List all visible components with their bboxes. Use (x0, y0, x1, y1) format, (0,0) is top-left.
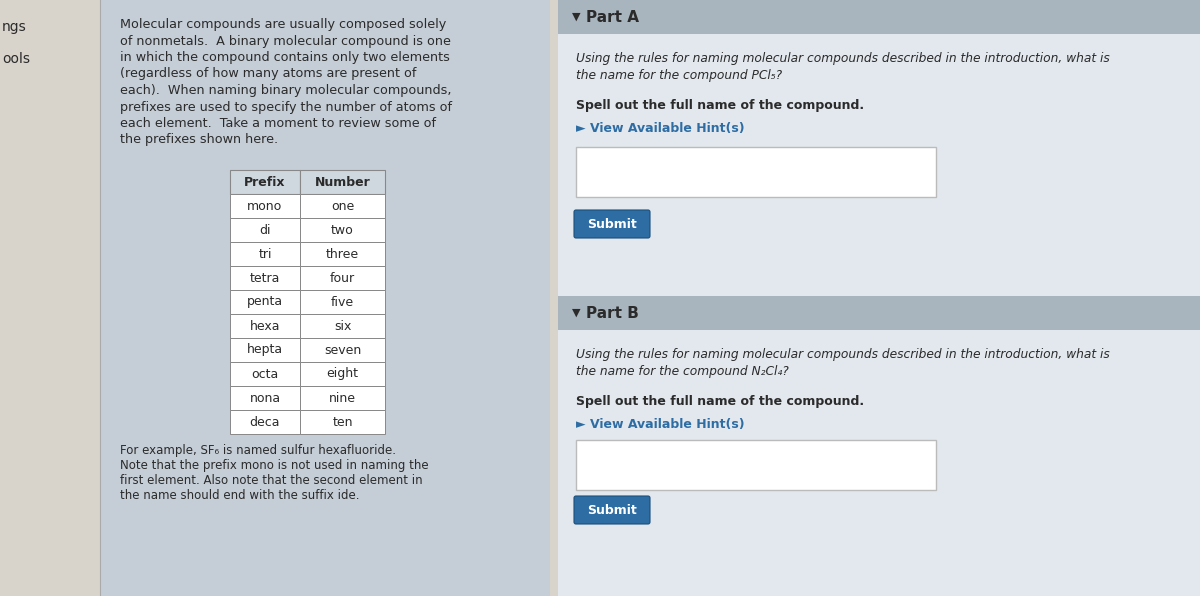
Text: Submit: Submit (587, 218, 637, 231)
Text: nine: nine (329, 392, 356, 405)
FancyBboxPatch shape (576, 440, 936, 490)
FancyBboxPatch shape (230, 410, 300, 434)
Text: ► View Available Hint(s): ► View Available Hint(s) (576, 122, 745, 135)
Text: three: three (326, 247, 359, 260)
Text: five: five (331, 296, 354, 309)
FancyBboxPatch shape (0, 0, 100, 596)
Text: Note that the prefix mono is not used in naming the: Note that the prefix mono is not used in… (120, 459, 428, 472)
Text: (regardless of how many atoms are present of: (regardless of how many atoms are presen… (120, 67, 416, 80)
Text: For example, SF₆ is named sulfur hexafluoride.: For example, SF₆ is named sulfur hexaflu… (120, 444, 396, 457)
FancyBboxPatch shape (558, 0, 1200, 596)
Text: prefixes are used to specify the number of atoms of: prefixes are used to specify the number … (120, 101, 452, 113)
Text: the prefixes shown here.: the prefixes shown here. (120, 134, 278, 147)
FancyBboxPatch shape (576, 147, 936, 197)
Text: tri: tri (258, 247, 271, 260)
Text: eight: eight (326, 368, 359, 380)
FancyBboxPatch shape (300, 242, 385, 266)
FancyBboxPatch shape (558, 296, 1200, 330)
FancyBboxPatch shape (230, 266, 300, 290)
FancyBboxPatch shape (574, 210, 650, 238)
Text: each).  When naming binary molecular compounds,: each). When naming binary molecular comp… (120, 84, 451, 97)
Text: Using the rules for naming molecular compounds described in the introduction, wh: Using the rules for naming molecular com… (576, 52, 1110, 65)
Text: ► View Available Hint(s): ► View Available Hint(s) (576, 418, 745, 431)
Text: ten: ten (332, 415, 353, 429)
Text: ▼: ▼ (572, 308, 581, 318)
Text: in which the compound contains only two elements: in which the compound contains only two … (120, 51, 450, 64)
Text: mono: mono (247, 200, 283, 213)
Text: of nonmetals.  A binary molecular compound is one: of nonmetals. A binary molecular compoun… (120, 35, 451, 48)
FancyBboxPatch shape (300, 362, 385, 386)
Text: Prefix: Prefix (245, 175, 286, 188)
Text: di: di (259, 224, 271, 237)
Text: Spell out the full name of the compound.: Spell out the full name of the compound. (576, 99, 864, 112)
FancyBboxPatch shape (300, 266, 385, 290)
FancyBboxPatch shape (230, 218, 300, 242)
Text: Part B: Part B (586, 306, 638, 321)
FancyBboxPatch shape (558, 0, 1200, 34)
FancyBboxPatch shape (574, 496, 650, 524)
Text: one: one (331, 200, 354, 213)
FancyBboxPatch shape (100, 0, 550, 596)
Text: the name for the compound PCl₅?: the name for the compound PCl₅? (576, 69, 782, 82)
FancyBboxPatch shape (300, 314, 385, 338)
Text: penta: penta (247, 296, 283, 309)
Text: the name for the compound N₂Cl₄?: the name for the compound N₂Cl₄? (576, 365, 788, 378)
Text: hexa: hexa (250, 319, 281, 333)
FancyBboxPatch shape (230, 338, 300, 362)
Text: Part A: Part A (586, 10, 640, 24)
FancyBboxPatch shape (300, 338, 385, 362)
Text: Submit: Submit (587, 504, 637, 517)
FancyBboxPatch shape (300, 170, 385, 194)
FancyBboxPatch shape (300, 410, 385, 434)
FancyBboxPatch shape (230, 194, 300, 218)
Text: Using the rules for naming molecular compounds described in the introduction, wh: Using the rules for naming molecular com… (576, 348, 1110, 361)
Text: two: two (331, 224, 354, 237)
FancyBboxPatch shape (230, 170, 300, 194)
Text: Molecular compounds are usually composed solely: Molecular compounds are usually composed… (120, 18, 446, 31)
Text: six: six (334, 319, 352, 333)
FancyBboxPatch shape (558, 330, 1200, 596)
Text: ▼: ▼ (572, 12, 581, 22)
FancyBboxPatch shape (300, 386, 385, 410)
Text: octa: octa (251, 368, 278, 380)
Text: the name should end with the suffix ide.: the name should end with the suffix ide. (120, 489, 360, 502)
FancyBboxPatch shape (558, 34, 1200, 296)
Text: each element.  Take a moment to review some of: each element. Take a moment to review so… (120, 117, 436, 130)
Text: tetra: tetra (250, 272, 280, 284)
FancyBboxPatch shape (230, 290, 300, 314)
Text: ools: ools (2, 52, 30, 66)
FancyBboxPatch shape (230, 386, 300, 410)
Text: four: four (330, 272, 355, 284)
Text: hepta: hepta (247, 343, 283, 356)
Text: first element. Also note that the second element in: first element. Also note that the second… (120, 474, 422, 487)
FancyBboxPatch shape (300, 194, 385, 218)
Text: Number: Number (314, 175, 371, 188)
Text: deca: deca (250, 415, 281, 429)
FancyBboxPatch shape (230, 362, 300, 386)
Text: Spell out the full name of the compound.: Spell out the full name of the compound. (576, 395, 864, 408)
FancyBboxPatch shape (300, 218, 385, 242)
FancyBboxPatch shape (230, 242, 300, 266)
FancyBboxPatch shape (300, 290, 385, 314)
Text: nona: nona (250, 392, 281, 405)
FancyBboxPatch shape (230, 314, 300, 338)
Text: ngs: ngs (2, 20, 26, 34)
Text: seven: seven (324, 343, 361, 356)
